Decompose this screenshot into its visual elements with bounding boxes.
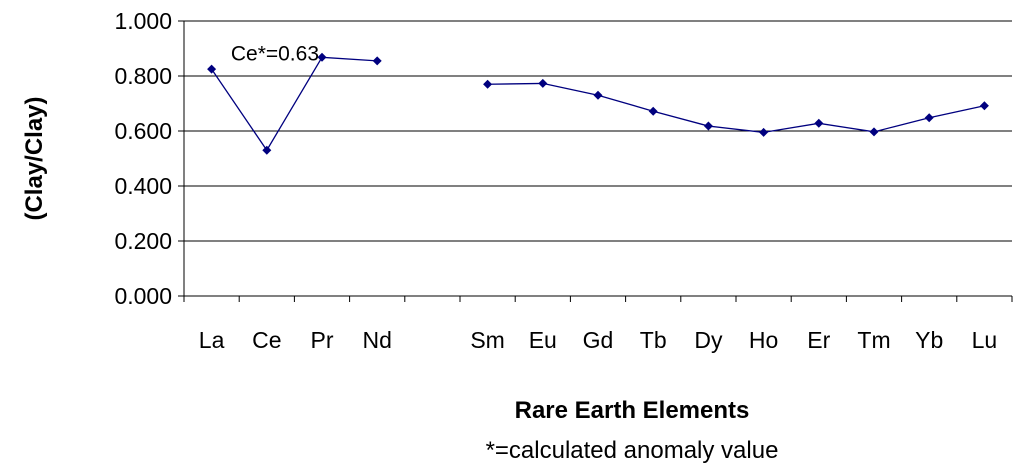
x-tick-labels: La Ce Pr Nd Sm Eu Gd Tb Dy Ho Er Tm Yb Lu bbox=[199, 327, 997, 353]
gridlines bbox=[184, 20, 1012, 242]
data-point bbox=[317, 52, 327, 62]
x-tick-label: Er bbox=[807, 327, 830, 353]
x-tick-label: Ho bbox=[749, 327, 778, 353]
y-tick-label: 0.000 bbox=[114, 283, 172, 309]
series-line bbox=[487, 82, 985, 134]
y-tick-labels: 0.000 0.200 0.400 0.600 0.800 1.000 bbox=[114, 8, 172, 309]
data-point bbox=[262, 145, 272, 155]
x-tick-label: Tm bbox=[857, 327, 890, 353]
anomaly-annotation: Ce*=0.63 bbox=[231, 42, 319, 65]
y-tick-label: 0.600 bbox=[114, 118, 172, 144]
series-points bbox=[207, 52, 989, 155]
y-tick-label: 1.000 bbox=[114, 8, 172, 34]
y-tick-label: 0.200 bbox=[114, 228, 172, 254]
data-point bbox=[593, 90, 603, 100]
x-axis-title: Rare Earth Elements bbox=[515, 397, 750, 424]
chart-footnote: *=calculated anomaly value bbox=[486, 437, 779, 464]
data-point bbox=[979, 101, 989, 111]
data-point bbox=[372, 56, 382, 66]
data-point bbox=[814, 118, 824, 128]
x-tick-label: Tb bbox=[640, 327, 667, 353]
x-tick-label: Sm bbox=[470, 327, 505, 353]
y-tick-label: 0.800 bbox=[114, 63, 172, 89]
x-tick-label: La bbox=[199, 327, 225, 353]
series-lines bbox=[211, 56, 985, 152]
x-tick-label: Eu bbox=[529, 327, 557, 353]
y-tick-label: 0.400 bbox=[114, 173, 172, 199]
data-point bbox=[207, 64, 217, 74]
data-point bbox=[483, 79, 493, 89]
y-axis-title: (Clay/Clay) bbox=[21, 96, 48, 220]
data-point bbox=[703, 121, 713, 131]
axes bbox=[178, 20, 1013, 302]
x-tick-label: Nd bbox=[362, 327, 391, 353]
data-point bbox=[538, 78, 548, 88]
x-tick-label: Dy bbox=[694, 327, 723, 353]
data-point bbox=[648, 106, 658, 116]
data-point bbox=[759, 127, 769, 137]
series-line bbox=[211, 56, 378, 152]
data-point bbox=[924, 113, 934, 123]
x-tick-label: Gd bbox=[583, 327, 614, 353]
x-tick-label: Pr bbox=[311, 327, 334, 353]
x-tick-label: Ce bbox=[252, 327, 281, 353]
data-point bbox=[869, 127, 879, 137]
x-tick-label: Lu bbox=[972, 327, 998, 353]
x-tick-label: Yb bbox=[915, 327, 943, 353]
